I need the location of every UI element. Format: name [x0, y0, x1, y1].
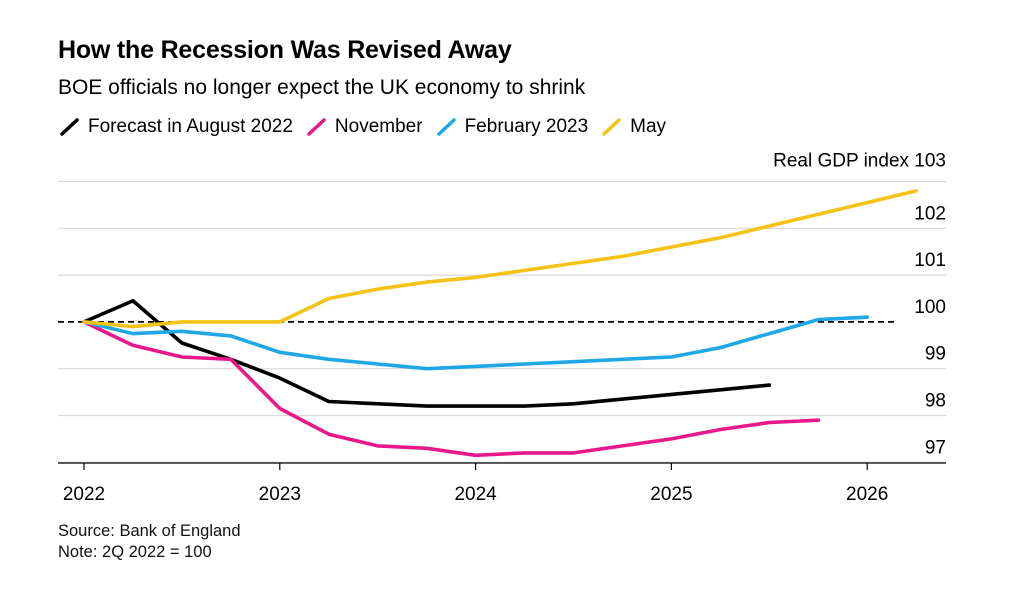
y-tick-label-100: 100: [914, 297, 946, 318]
y-tick-label-103: 103: [914, 151, 946, 172]
x-tick-label-2026: 2026: [846, 484, 888, 505]
legend-swatch-may: [602, 118, 621, 136]
y-tick-label-97: 97: [925, 437, 946, 458]
x-tick-label-2024: 2024: [454, 484, 497, 505]
legend-item-february-2023: February 2023: [436, 116, 589, 138]
chart-footer: Source: Bank of England Note: 2Q 2022 = …: [58, 521, 241, 563]
legend-swatch-august-2022: [60, 118, 79, 136]
series-lines: [82, 189, 919, 458]
legend-label-august-2022: Forecast in August 2022: [88, 116, 293, 137]
legend-item-august-2022: Forecast in August 2022: [60, 116, 293, 138]
y-axis-title: Real GDP index 103: [773, 151, 946, 172]
legend-swatch-november: [307, 118, 326, 136]
legend-item-november: November: [307, 116, 423, 138]
x-axis-labels: 2022 2023 2024 2025 2026: [63, 484, 888, 505]
source-note: Source: Bank of England: [58, 522, 241, 540]
legend-item-may: May: [602, 116, 666, 138]
y-tick-label-101: 101: [914, 250, 946, 271]
y-tick-label-98: 98: [925, 391, 946, 412]
chart-title: How the Recession Was Revised Away: [58, 36, 512, 64]
chart-subtitle: BOE officials no longer expect the UK ec…: [58, 76, 586, 99]
y-axis-labels: 97 98 99 100 101 102: [914, 203, 946, 458]
legend-label-november: November: [334, 116, 423, 137]
y-tick-label-99: 99: [925, 344, 946, 365]
legend-label-may: May: [630, 116, 667, 137]
x-tick-label-2022: 2022: [63, 484, 105, 505]
line-chart: 97 98 99 100 101 102 2022 2023 2024 2025 2026 Rea…: [58, 151, 946, 505]
legend-swatch-february-2023: [436, 118, 456, 136]
x-tick-label-2025: 2025: [650, 484, 692, 505]
series-line-february-2023: [82, 315, 870, 371]
x-axis: [58, 462, 946, 470]
series-line-may: [82, 189, 919, 329]
x-tick-label-2023: 2023: [259, 484, 301, 505]
series-line-august-2022: [82, 298, 772, 408]
chart-legend: Forecast in August 2022 November Februar…: [60, 116, 680, 138]
y-tick-label-102: 102: [914, 203, 946, 224]
series-line-november: [82, 320, 821, 458]
legend-label-february-2023: February 2023: [464, 116, 589, 137]
base-note: Note: 2Q 2022 = 100: [58, 543, 212, 561]
